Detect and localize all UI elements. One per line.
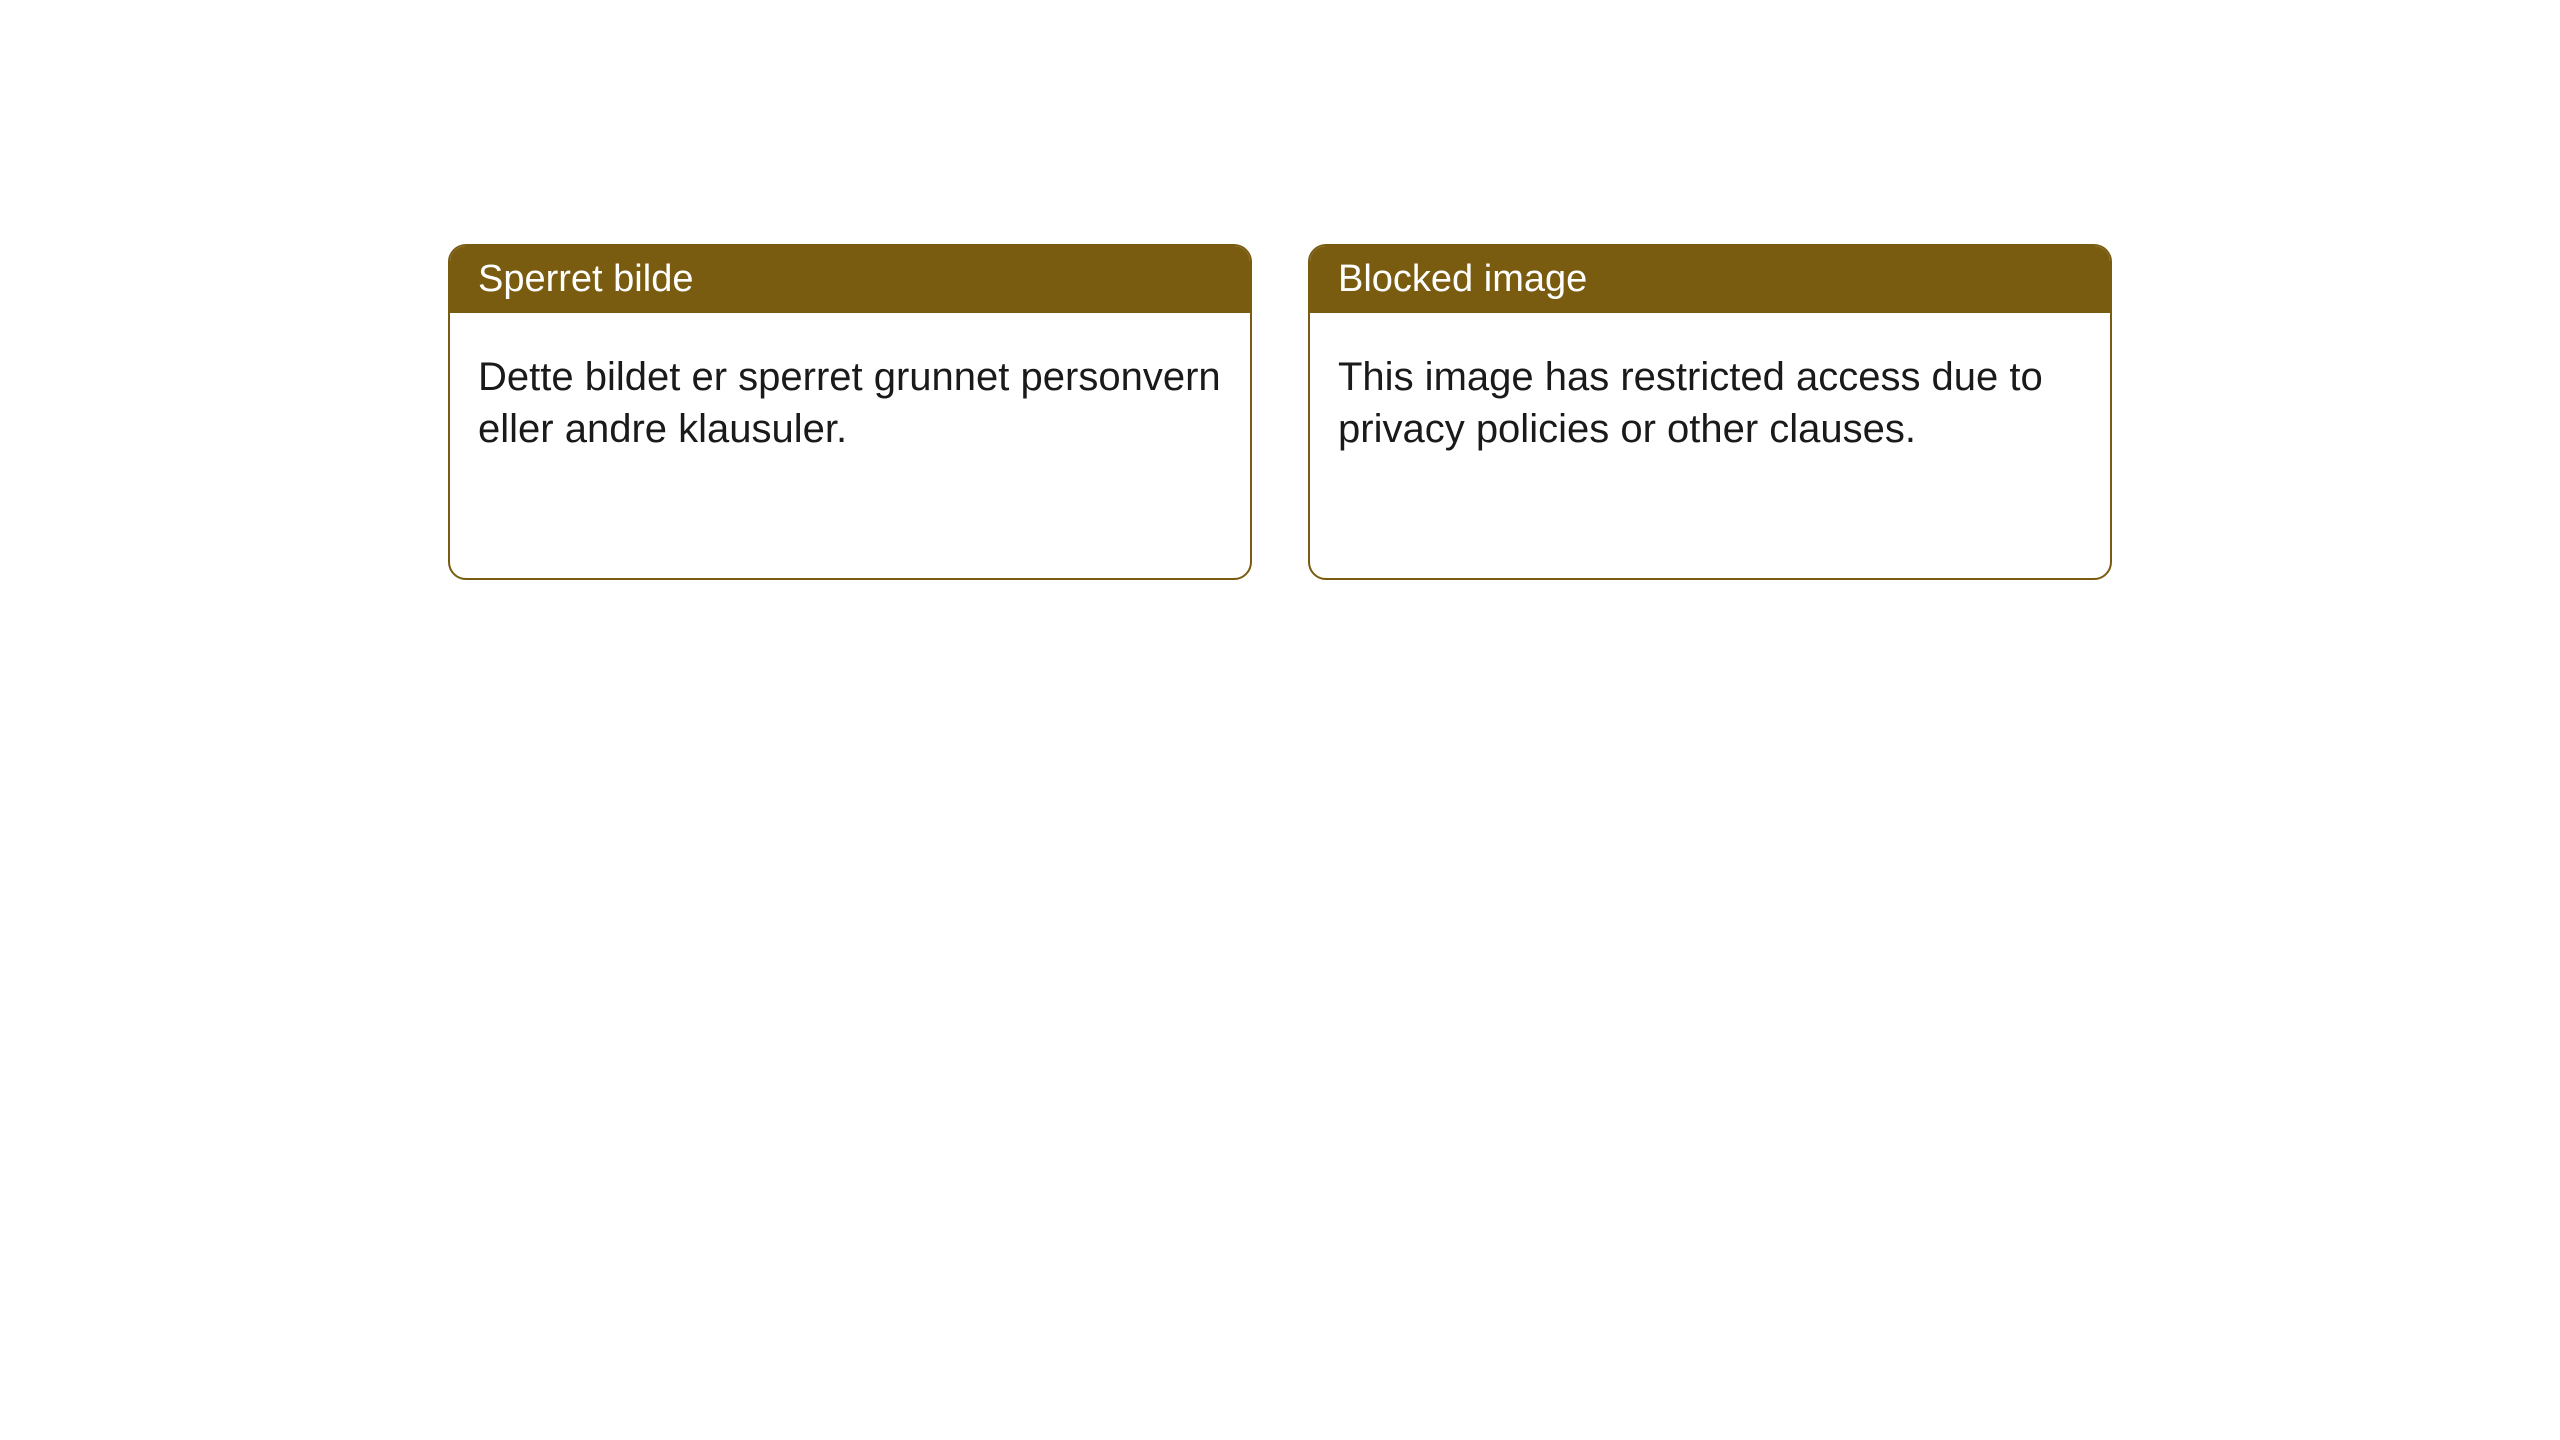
notice-card-norwegian: Sperret bilde Dette bildet er sperret gr… [448,244,1252,580]
notice-card-english: Blocked image This image has restricted … [1308,244,2112,580]
notice-container: Sperret bilde Dette bildet er sperret gr… [0,0,2560,580]
card-body-text: Dette bildet er sperret grunnet personve… [450,313,1250,493]
card-title: Blocked image [1310,246,2110,313]
card-body-text: This image has restricted access due to … [1310,313,2110,493]
card-title: Sperret bilde [450,246,1250,313]
